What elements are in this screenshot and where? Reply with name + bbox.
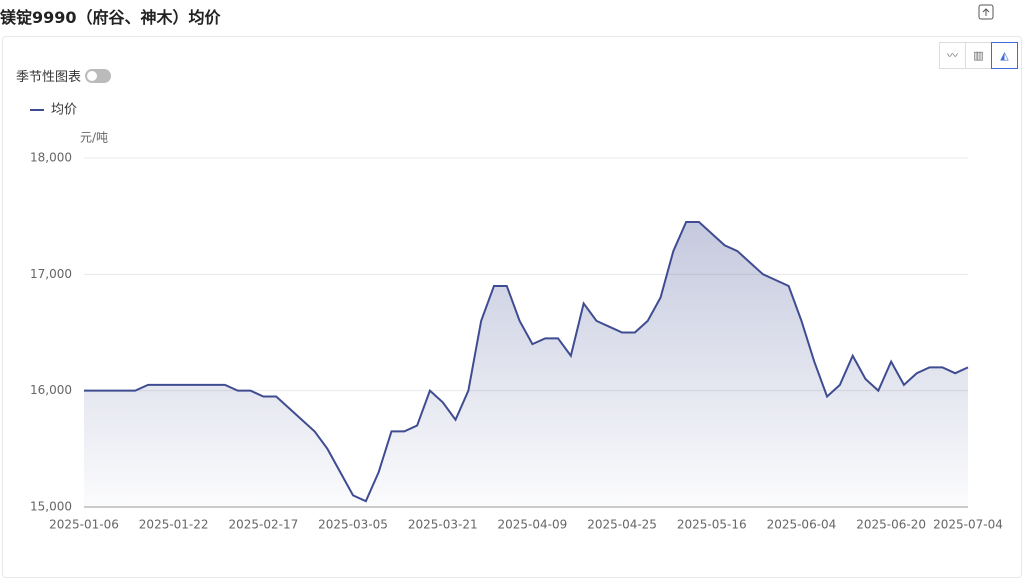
page-title: 镁锭9990（府谷、神木）均价 <box>0 8 221 27</box>
x-tick-label: 2025-01-06 <box>49 518 119 532</box>
y-tick-label: 16,000 <box>30 383 72 397</box>
x-tick-label: 2025-04-09 <box>498 518 568 532</box>
export-icon[interactable] <box>978 4 994 20</box>
unit-label: 元/吨 <box>80 131 108 145</box>
line <box>84 220 969 503</box>
x-tick-label: 2025-06-20 <box>856 518 926 532</box>
area-button[interactable]: ◭ <box>991 42 1018 69</box>
legend-label: 均价 <box>51 103 77 118</box>
y-tick-label: 18,000 <box>30 151 72 165</box>
x-tick-label: 2025-06-04 <box>767 518 837 532</box>
area-fill <box>84 221 968 507</box>
seasonal-label: 季节性图表 <box>16 70 82 85</box>
y-tick-label: 15,000 <box>30 500 72 514</box>
x-tick-label: 2025-07-04 <box>933 518 1003 532</box>
x-tick-label: 2025-05-16 <box>677 518 747 532</box>
x-tick-label: 2025-04-25 <box>587 518 657 532</box>
x-tick-label: 2025-03-21 <box>408 518 478 532</box>
y-tick-label: 17,000 <box>30 267 72 281</box>
x-tick-label: 2025-03-05 <box>318 518 388 532</box>
x-tick-label: 2025-02-17 <box>228 518 298 532</box>
switch[interactable] <box>85 68 112 83</box>
x-tick-label: 2025-01-22 <box>139 518 209 532</box>
chart-type-buttons: 〰 ▥ ◭ <box>939 42 1018 69</box>
seasonal-toggle[interactable]: 季节性图表 <box>16 66 112 85</box>
